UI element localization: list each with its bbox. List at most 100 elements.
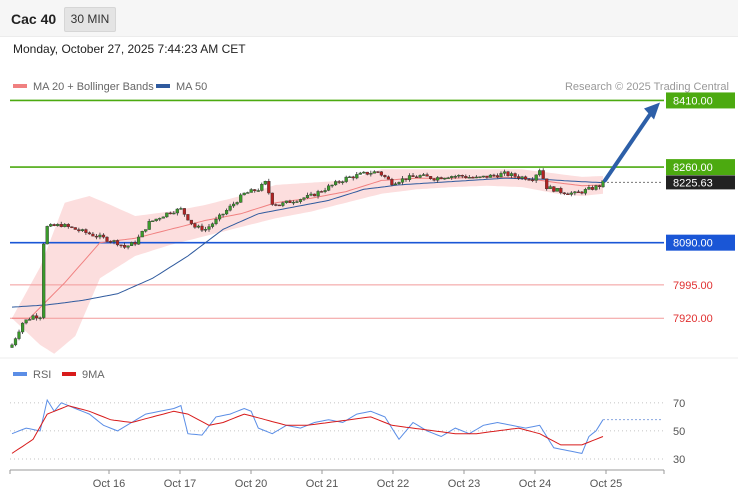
candle-body [101,234,106,238]
candle-body [590,187,594,190]
candle-body [566,193,570,196]
candle-body [151,220,155,223]
rsi-tick-label: 70 [673,398,685,410]
candle-body [49,224,53,227]
candle-body [478,176,482,178]
candle-body [17,331,21,339]
candle-body [450,176,454,178]
candle-body [415,176,419,179]
candle-body [147,220,151,230]
level-label: 7920.00 [673,313,713,325]
candle-body [594,185,598,190]
candle-body [506,171,510,176]
candle-body [87,232,91,235]
candle-body [63,224,67,228]
timeframe-button[interactable]: 30 MIN [64,7,116,32]
candle-body [422,174,426,176]
candle-body [376,171,380,173]
candle-body [136,236,141,245]
copyright-text: Research © 2025 Trading Central [565,81,729,93]
candle-body [214,218,218,224]
candle-body [337,181,341,183]
candle-body [203,229,208,231]
candle-body [115,240,120,246]
candle-body [98,234,102,238]
candle-body [186,214,190,221]
rsi-tick-label: 50 [673,426,685,438]
candle-body [457,174,461,177]
candle-body [284,200,288,203]
candle-body [59,223,63,227]
candle-body [179,208,183,210]
candle-body [253,189,257,192]
candle-body [397,182,401,185]
instrument-title: Cac 40 [11,11,57,27]
legend-swatch [156,84,170,88]
chart-legend: MA 20 + Bollinger Bands MA 50 Research © 2… [13,81,729,93]
candle-body [305,194,310,198]
candle-body [210,223,215,227]
candle-body [509,173,514,176]
x-tick-label: Oct 23 [448,478,480,490]
candle-body [372,171,376,174]
candle-body [122,244,127,248]
candle-body [224,209,229,215]
candle-body [418,175,422,178]
candle-body [341,181,345,183]
candle-body [320,191,324,193]
candle-body [246,192,250,194]
candle-body [277,204,281,207]
candle-body [94,235,98,238]
candle-body [270,192,274,205]
candle-body [21,322,25,333]
rsi-legend-label: 9MA [82,369,105,381]
candle-body [348,176,352,179]
candle-body [316,191,320,197]
candle-body [580,191,584,194]
rsi-series-line [11,398,604,454]
x-tick-label: Oct 24 [519,478,551,490]
candle-body [369,173,373,175]
candle-body [573,191,577,194]
candle-body [126,245,130,248]
candle-body [302,197,306,200]
candle-body [140,230,144,238]
candle-body [91,233,95,237]
candle-body [502,171,507,174]
candle-body [267,180,271,194]
candle-body [263,180,267,185]
candle-body [196,225,200,228]
candle-body [545,178,549,189]
candle-body [13,338,18,346]
candle-body [133,242,137,245]
candle-body [383,174,387,177]
candle-body [390,178,394,186]
candle-body [520,176,524,179]
candle-body [404,178,408,180]
projection-arrow [603,109,654,183]
candle-body [538,170,542,176]
candle-body [193,223,197,228]
candle-body [541,170,545,179]
candle-body [256,190,260,192]
candle-body [471,177,475,179]
level-label: 8260.00 [673,162,713,174]
candle-body [400,178,405,183]
candle-body [355,174,359,179]
candle-body [464,175,468,178]
chart-header: Cac 40 30 MIN [0,0,738,37]
candle-body [429,176,433,180]
candle-body [73,227,77,230]
candle-body [513,173,517,177]
level-label: 8090.00 [673,238,713,250]
candle-body [260,183,264,191]
last-price-label: 8225.63 [673,177,713,189]
candle-body [467,177,471,179]
candle-body [129,242,134,246]
candle-body [312,193,317,197]
candle-body [365,171,369,175]
candle-body [443,177,447,180]
candle-body [569,192,573,195]
candle-body [239,194,243,203]
candle-body [228,205,232,211]
